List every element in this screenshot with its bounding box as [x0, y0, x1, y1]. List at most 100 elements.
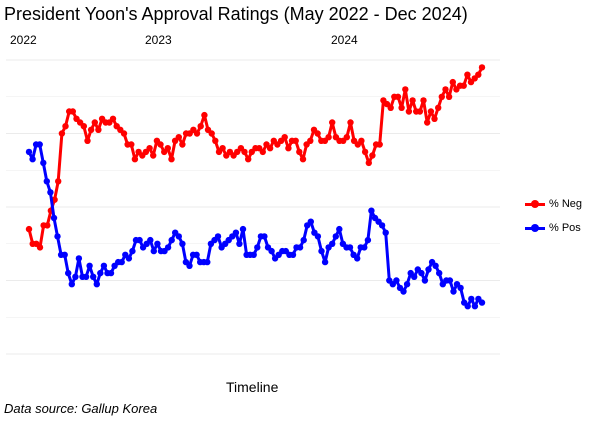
positive-data-point [150, 247, 157, 255]
positive-data-point [50, 214, 58, 222]
negative-data-point [95, 126, 102, 133]
positive-data-point [75, 255, 83, 262]
positive-data-point [464, 303, 471, 310]
positive-data-point [254, 244, 261, 251]
negative-data-point [325, 134, 332, 141]
negative-data-point [146, 145, 153, 152]
negative-data-point [464, 71, 471, 78]
negative-data-point [259, 148, 266, 156]
positive-data-point [332, 233, 339, 240]
positive-data-point [468, 295, 475, 303]
positive-data-point [36, 141, 43, 148]
positive-data-point [236, 240, 243, 247]
year-label: 2024 [331, 33, 358, 47]
negative-data-point [131, 156, 139, 163]
positive-data-point [179, 240, 186, 247]
positive-data-point [100, 262, 108, 269]
positive-data-point [436, 269, 443, 277]
positive-data-point [154, 240, 161, 247]
negative-data-point [431, 115, 438, 123]
negative-data-point [245, 156, 252, 163]
negative-data-point [69, 108, 77, 115]
negative-data-point [175, 134, 182, 141]
positive-data-point [368, 207, 375, 214]
negative-data-point [369, 152, 376, 159]
x-axis-title: Timeline [226, 379, 279, 395]
positive-data-point [43, 178, 50, 185]
negative-data-point [409, 97, 416, 104]
negative-data-point [109, 115, 117, 123]
positive-data-point [175, 233, 182, 240]
positive-data-point [382, 229, 389, 236]
positive-data-point [268, 247, 275, 255]
negative-data-point [58, 130, 66, 137]
legend-item-negative: % Neg [525, 198, 582, 210]
negative-data-point [442, 86, 449, 93]
positive-data-point [72, 273, 79, 280]
positive-data-point [129, 247, 136, 255]
positive-data-point [125, 255, 133, 262]
positive-data-point [361, 244, 368, 251]
positive-data-point [239, 225, 247, 233]
positive-data-point [446, 277, 454, 284]
negative-data-point [376, 141, 383, 148]
positive-data-point [471, 303, 479, 310]
positive-data-point [136, 236, 143, 244]
positive-data-point [107, 269, 115, 277]
negative-data-point [87, 126, 95, 133]
negative-data-point [475, 71, 482, 78]
negative-data-point [347, 119, 354, 126]
positive-data-point [321, 258, 329, 266]
negative-data-point [299, 156, 307, 163]
positive-data-point [97, 269, 104, 277]
negative-data-point [168, 156, 175, 163]
positive-data-point [300, 236, 307, 244]
negative-data-point [416, 108, 424, 115]
negative-data-point [314, 130, 321, 137]
positive-data-point [393, 277, 400, 284]
legend-label-positive: % Pos [549, 222, 581, 234]
positive-data-point [364, 236, 372, 244]
positive-data-point [147, 236, 154, 244]
negative-data-point [219, 145, 226, 152]
positive-data-point [90, 273, 97, 280]
negative-data-point [128, 141, 135, 148]
negative-data-point [445, 93, 453, 101]
positive-data-point [346, 244, 354, 251]
positive-data-point [93, 281, 101, 288]
negative-data-point [296, 148, 303, 156]
negative-data-point [80, 123, 88, 130]
positive-data-point [232, 229, 240, 236]
negative-data-point [438, 93, 445, 101]
positive-data-point [289, 251, 297, 258]
data-source-caption: Data source: Gallup Korea [4, 401, 158, 416]
negative-data-point [285, 145, 292, 152]
negative-data-point [150, 152, 157, 159]
negative-data-point [266, 145, 274, 152]
positive-data-point [29, 156, 36, 163]
chart-title: President Yoon's Approval Ratings (May 2… [4, 4, 468, 24]
negative-data-point [36, 244, 44, 251]
positive-data-point [204, 258, 211, 266]
negative-data-point [55, 178, 62, 185]
positive-data-point [478, 299, 486, 306]
positive-data-point [54, 233, 61, 240]
positive-data-point [186, 262, 193, 269]
positive-data-point [82, 273, 90, 280]
legend-label-negative: % Neg [549, 198, 583, 210]
positive-data-point [40, 159, 47, 167]
positive-data-point [25, 148, 33, 156]
negative-data-point [478, 64, 486, 71]
negative-series-line [27, 66, 484, 249]
positive-data-point [354, 255, 361, 262]
negative-data-point [398, 104, 405, 112]
negative-data-point [193, 130, 201, 137]
negative-data-point [424, 119, 431, 126]
negative-data-point [201, 111, 208, 119]
positive-data-point [65, 269, 72, 277]
positive-data-point [68, 281, 76, 288]
positive-data-point [250, 251, 257, 258]
positive-data-point [193, 251, 200, 258]
positive-data-point [296, 244, 304, 251]
